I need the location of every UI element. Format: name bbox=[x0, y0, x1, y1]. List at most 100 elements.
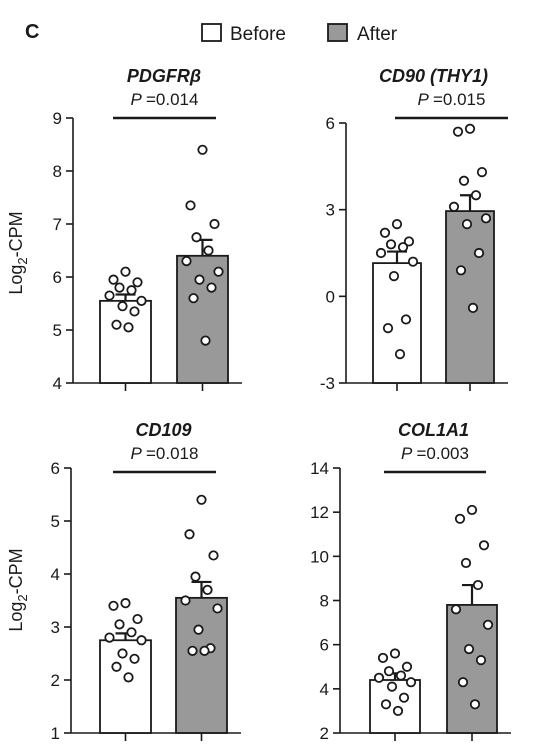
data-point bbox=[379, 227, 391, 238]
data-point bbox=[200, 335, 211, 346]
chart-panel-2: CD90 (THY1) P =0.015 -3 0 3 6 bbox=[320, 66, 508, 393]
y-tick-label: 2 bbox=[320, 724, 329, 743]
data-point bbox=[194, 274, 205, 285]
data-point bbox=[111, 319, 122, 330]
legend-label-before: Before bbox=[230, 24, 286, 45]
data-point bbox=[117, 301, 128, 312]
panel-letter: C bbox=[25, 21, 39, 43]
data-point bbox=[197, 144, 208, 155]
data-point bbox=[389, 648, 401, 659]
data-point bbox=[386, 681, 398, 692]
y-tick-label: 9 bbox=[53, 109, 62, 128]
y-tick-label: 6 bbox=[320, 636, 329, 655]
data-point bbox=[190, 571, 201, 582]
data-point bbox=[473, 247, 485, 259]
data-point bbox=[120, 598, 131, 609]
data-point bbox=[111, 661, 122, 672]
y-tick-label: 3 bbox=[51, 618, 60, 637]
data-point bbox=[188, 293, 199, 304]
data-point bbox=[461, 219, 473, 230]
bar-before bbox=[372, 262, 422, 384]
data-point bbox=[126, 627, 137, 638]
data-point bbox=[184, 529, 195, 540]
data-point bbox=[196, 494, 207, 505]
data-point bbox=[136, 635, 147, 646]
data-point bbox=[458, 175, 470, 186]
data-point bbox=[202, 584, 213, 596]
data-point bbox=[401, 661, 413, 672]
data-point bbox=[120, 266, 131, 277]
data-point bbox=[403, 236, 415, 247]
data-point bbox=[455, 265, 467, 276]
data-point bbox=[405, 677, 417, 688]
data-point bbox=[123, 672, 134, 683]
data-point bbox=[452, 126, 464, 137]
y-tick-label: 6 bbox=[326, 114, 335, 133]
data-point bbox=[117, 648, 128, 659]
bar-before bbox=[99, 299, 152, 384]
y-tick-label: 7 bbox=[53, 215, 62, 234]
data-point bbox=[398, 692, 410, 703]
data-point bbox=[187, 645, 198, 656]
data-point bbox=[469, 699, 481, 710]
y-tick-label: 3 bbox=[326, 201, 335, 220]
chart-title: CD109 bbox=[135, 420, 191, 440]
y-axis-label-top: Log2-CPM bbox=[6, 211, 30, 294]
data-point bbox=[203, 245, 214, 256]
data-point bbox=[400, 314, 412, 325]
data-point bbox=[181, 255, 192, 267]
bar-after bbox=[176, 254, 229, 384]
chart-title: COL1A1 bbox=[398, 420, 469, 440]
y-tick-label: 4 bbox=[53, 374, 62, 393]
data-point bbox=[467, 302, 479, 313]
chart-panel-4: COL1A1 P =0.003 2 4 6 8 10 12 14 bbox=[310, 420, 511, 743]
chart-panel-3: CD109 P =0.018 1 2 3 4 5 6 bbox=[51, 420, 241, 743]
data-point bbox=[388, 271, 400, 282]
data-point bbox=[466, 504, 478, 516]
data-point bbox=[482, 619, 494, 630]
data-point bbox=[373, 672, 385, 683]
data-point bbox=[472, 579, 484, 591]
data-point bbox=[126, 285, 137, 296]
data-point bbox=[380, 699, 392, 710]
data-point bbox=[206, 282, 217, 293]
data-point bbox=[108, 600, 119, 611]
chart-title: CD90 (THY1) bbox=[379, 66, 488, 86]
y-tick-label: 1 bbox=[51, 724, 60, 743]
data-point bbox=[199, 645, 210, 656]
data-point bbox=[407, 256, 419, 267]
legend: Before After bbox=[201, 23, 398, 45]
y-tick-label: 6 bbox=[53, 268, 62, 287]
p-value-label: P =0.018 bbox=[131, 444, 199, 463]
data-point bbox=[457, 677, 469, 688]
bar-after bbox=[445, 210, 495, 384]
data-point bbox=[464, 123, 476, 134]
legend-label-after: After bbox=[357, 24, 398, 45]
data-point bbox=[383, 666, 395, 677]
y-tick-label: -3 bbox=[320, 374, 335, 393]
data-point bbox=[463, 643, 475, 655]
data-point bbox=[475, 655, 487, 666]
data-point bbox=[132, 277, 143, 288]
data-point bbox=[193, 624, 204, 635]
p-value-label: P =0.015 bbox=[418, 90, 486, 109]
data-point bbox=[377, 652, 389, 664]
data-point bbox=[136, 295, 147, 306]
y-tick-label: 10 bbox=[310, 547, 329, 566]
data-point bbox=[114, 282, 125, 293]
data-point bbox=[478, 540, 490, 551]
data-point bbox=[392, 705, 404, 717]
data-point bbox=[394, 349, 406, 360]
data-point bbox=[375, 247, 387, 259]
y-tick-label: 0 bbox=[326, 287, 335, 306]
data-point bbox=[180, 595, 191, 606]
y-tick-label: 8 bbox=[53, 162, 62, 181]
data-point bbox=[470, 190, 482, 201]
data-point bbox=[476, 167, 488, 178]
data-point bbox=[212, 603, 223, 614]
y-tick-label: 8 bbox=[320, 592, 329, 611]
data-point bbox=[460, 557, 472, 569]
p-value-label: P =0.014 bbox=[131, 90, 199, 109]
chart-title: PDGFRβ bbox=[127, 66, 201, 86]
y-tick-label: 4 bbox=[320, 680, 329, 699]
